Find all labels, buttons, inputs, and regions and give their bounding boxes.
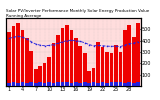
Bar [43, 83, 47, 86]
Bar [101, 48, 104, 86]
Bar [136, 22, 140, 86]
Bar [132, 37, 136, 86]
Bar [127, 82, 131, 86]
Bar [38, 66, 42, 86]
Bar [96, 42, 100, 86]
Bar [65, 25, 69, 86]
Text: Solar PV/Inverter Performance Monthly Solar Energy Production Value Running Aver: Solar PV/Inverter Performance Monthly So… [6, 9, 150, 18]
Bar [29, 51, 33, 86]
Bar [47, 82, 51, 86]
Bar [136, 82, 140, 86]
Bar [114, 45, 118, 86]
Bar [38, 82, 42, 86]
Bar [70, 83, 73, 86]
Bar [105, 52, 109, 86]
Bar [34, 69, 38, 86]
Bar [78, 83, 82, 86]
Bar [56, 82, 60, 86]
Bar [83, 82, 87, 86]
Bar [56, 35, 60, 86]
Bar [16, 22, 20, 86]
Bar [47, 56, 51, 86]
Bar [110, 53, 113, 86]
Bar [74, 38, 78, 86]
Bar [52, 83, 55, 86]
Bar [65, 82, 69, 86]
Bar [12, 82, 15, 86]
Bar [92, 82, 96, 86]
Bar [7, 32, 11, 86]
Bar [43, 63, 47, 86]
Bar [132, 83, 136, 86]
Bar [25, 38, 29, 86]
Bar [61, 82, 64, 86]
Bar [21, 82, 24, 86]
Bar [12, 26, 15, 86]
Bar [96, 83, 100, 86]
Bar [52, 43, 55, 86]
Bar [92, 68, 96, 86]
Bar [83, 53, 87, 86]
Bar [123, 83, 127, 86]
Bar [119, 52, 122, 86]
Bar [114, 82, 118, 86]
Bar [7, 83, 11, 86]
Bar [16, 83, 20, 86]
Bar [74, 82, 78, 86]
Bar [123, 30, 127, 86]
Bar [127, 25, 131, 86]
Bar [101, 82, 104, 86]
Bar [29, 82, 33, 86]
Bar [87, 71, 91, 86]
Bar [70, 30, 73, 86]
Bar [110, 82, 113, 86]
Bar [34, 83, 38, 86]
Bar [21, 30, 24, 86]
Bar [78, 46, 82, 86]
Bar [61, 28, 64, 86]
Bar [87, 83, 91, 86]
Bar [119, 82, 122, 86]
Bar [25, 83, 29, 86]
Bar [105, 83, 109, 86]
